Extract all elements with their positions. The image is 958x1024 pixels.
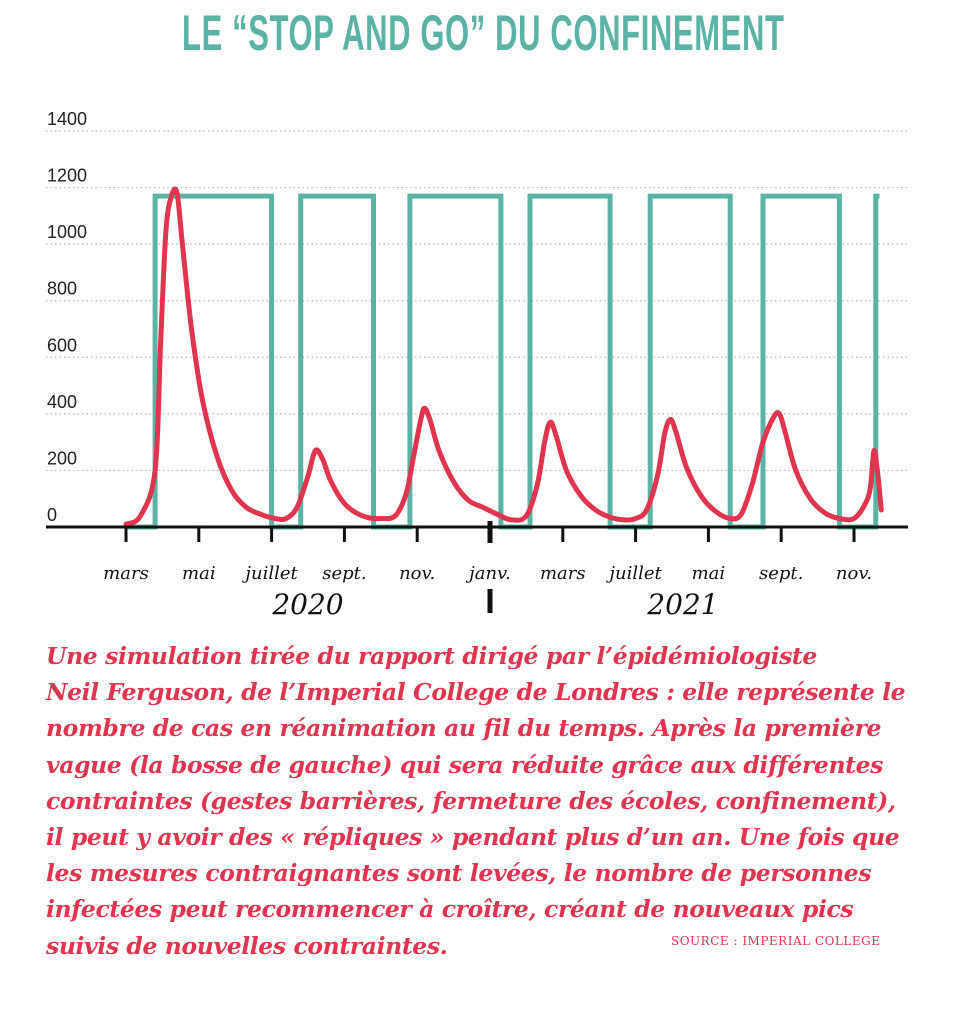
y-tick-label: 1200 [47,166,87,186]
x-tick-label: mars [103,563,149,584]
x-tick-label: nov. [836,563,872,584]
gridlines [46,130,908,472]
x-tick-label: juillet [605,563,662,584]
y-tick-label: 0 [47,505,57,525]
source-credit: SOURCE : IMPERIAL COLLEGE [671,934,881,948]
chart-title: LE “STOP AND GO” DU CONFINEMENT [182,5,785,61]
y-tick-label: 1000 [47,222,87,242]
caption-line: suivis de nouvelles contraintes. [46,931,448,960]
caption-line: Neil Ferguson, de l’Imperial College de … [46,678,906,707]
cases-series [123,186,884,527]
caption-line: Une simulation tirée du rapport dirigé p… [46,642,817,670]
y-axis-ticks: 0 200 400 600 800 1000 1200 1400 [47,109,87,525]
caption-line: nombre de cas en réanimation au fil du t… [46,714,882,743]
y-tick-label: 400 [47,392,77,412]
caption-line: contraintes (gestes barrières, fermeture… [46,786,896,815]
year-label: 2021 [646,588,718,621]
caption-line: infectées peut recommencer à croître, cr… [46,895,854,924]
x-tick-label: juillet [241,563,298,584]
x-tick-label: mai [692,563,726,584]
caption-line: vague (la bosse de gauche) qui sera rédu… [46,750,883,779]
y-tick-label: 200 [47,448,77,468]
x-tick-label: nov. [399,563,435,584]
x-tick-label: sept. [759,563,803,584]
caption-line: les mesures contraignantes sont levées, … [46,859,872,888]
x-tick-label: sept. [322,563,366,584]
x-tick-label: mai [182,563,216,584]
y-tick-label: 600 [47,335,77,355]
x-axis: mars mai juillet sept. nov. janv. mars juillet m… [46,521,908,621]
policy-series [126,193,880,530]
policy-steps [126,193,880,530]
year-label: 2020 [271,588,343,621]
y-tick-label: 800 [47,279,77,299]
caption: Une simulation tirée du rapport dirigé p… [46,638,926,964]
caption-line: il peut y avoir des « répliques » pendan… [46,823,900,852]
cases-line [123,186,884,527]
x-tick-label: mars [540,563,586,584]
y-tick-label: 1400 [47,109,87,129]
chart: 0 200 400 600 800 1000 1200 1400 mars mai juillet… [46,109,908,621]
x-tick-label: janv. [465,563,511,584]
